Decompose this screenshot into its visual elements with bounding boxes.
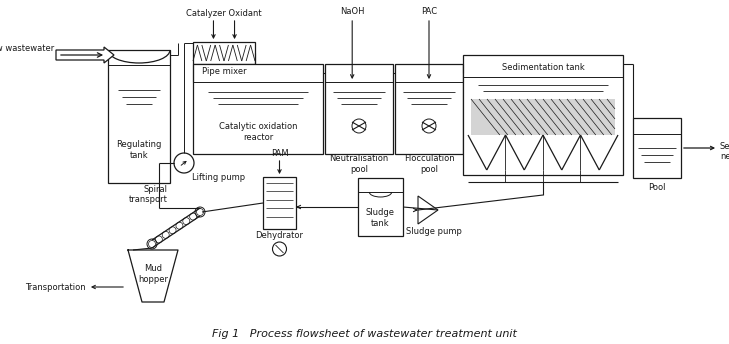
Text: Catalytic oxidation
reactor: Catalytic oxidation reactor (219, 122, 297, 142)
Text: Regulating
tank: Regulating tank (117, 140, 162, 160)
Text: Dehydrator: Dehydrator (255, 232, 303, 240)
Text: PAM: PAM (270, 149, 288, 158)
Text: Pool: Pool (648, 183, 666, 192)
Bar (633, 118, 681, 178)
Bar (263, 177, 296, 229)
Bar (325, 64, 393, 154)
Text: Sludge
tank: Sludge tank (366, 208, 395, 228)
Bar (358, 178, 403, 236)
Text: Sedimentation tank: Sedimentation tank (502, 63, 585, 72)
Text: Sludge pump: Sludge pump (406, 227, 462, 237)
Bar (463, 55, 623, 175)
Text: Sewage
network: Sewage network (720, 142, 729, 161)
Text: PAC: PAC (421, 8, 437, 17)
Text: Transportation: Transportation (26, 282, 86, 291)
Text: Raw wastewater: Raw wastewater (0, 44, 54, 53)
Bar (193, 42, 255, 64)
FancyArrow shape (56, 47, 114, 63)
Bar (395, 64, 463, 154)
Text: Flocculation
pool: Flocculation pool (404, 154, 454, 174)
Bar (108, 50, 170, 183)
Text: Neutralisation
pool: Neutralisation pool (330, 154, 389, 174)
Text: Spiral
transport: Spiral transport (129, 185, 168, 204)
Text: Lifting pump: Lifting pump (192, 172, 245, 182)
Text: Fig 1   Process flowsheet of wastewater treatment unit: Fig 1 Process flowsheet of wastewater tr… (211, 329, 516, 339)
Text: NaOH: NaOH (340, 8, 364, 17)
Bar (193, 64, 323, 154)
Text: Pipe mixer: Pipe mixer (202, 66, 246, 75)
Text: Mud
hopper: Mud hopper (138, 264, 168, 284)
Text: Catalyzer Oxidant: Catalyzer Oxidant (186, 9, 262, 18)
Bar (471, 99, 615, 135)
